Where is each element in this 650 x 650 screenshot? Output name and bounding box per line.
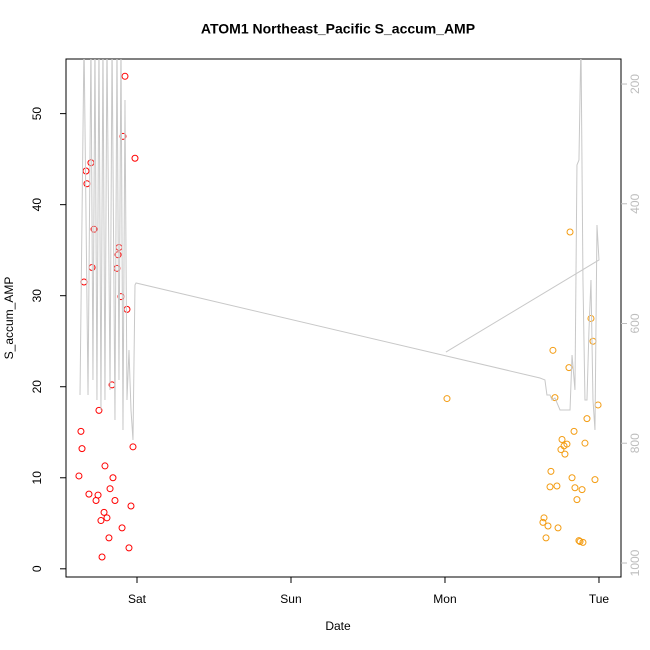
x-axis-label: Date — [325, 619, 351, 633]
y-tick-label: 20 — [30, 380, 44, 394]
point — [77, 427, 85, 435]
point — [123, 305, 131, 313]
point — [591, 476, 599, 484]
point — [568, 474, 576, 482]
point — [553, 482, 561, 490]
x-tick-label: Sat — [128, 592, 147, 606]
point — [121, 72, 129, 80]
point — [131, 154, 139, 162]
point — [542, 534, 550, 542]
point — [539, 518, 547, 526]
point — [587, 314, 595, 322]
point — [125, 544, 133, 552]
point — [563, 440, 571, 448]
point — [594, 401, 602, 409]
point — [97, 517, 105, 525]
point — [547, 467, 555, 475]
x-tick-label: Tue — [589, 592, 610, 606]
point — [127, 502, 135, 510]
y-tick-label: 30 — [30, 289, 44, 303]
point — [83, 180, 91, 188]
point — [575, 537, 583, 545]
point — [570, 427, 578, 435]
y2-tick-label: 1000 — [628, 549, 642, 576]
point — [549, 346, 557, 354]
point — [103, 514, 111, 522]
point — [566, 228, 574, 236]
y-tick-label: 10 — [30, 471, 44, 485]
point — [558, 436, 566, 444]
point — [115, 243, 123, 251]
point — [75, 472, 83, 480]
y-tick-label: 50 — [30, 107, 44, 121]
y-tick-label: 40 — [30, 198, 44, 212]
point — [571, 484, 579, 492]
plot-area — [75, 59, 602, 561]
y2-tick-label: 200 — [628, 74, 642, 94]
y-tick-label: 0 — [30, 565, 44, 572]
point — [573, 496, 581, 504]
point — [583, 415, 591, 423]
point — [118, 524, 126, 532]
line — [79, 59, 600, 440]
point — [578, 486, 586, 494]
point — [546, 483, 554, 491]
point — [544, 522, 552, 530]
chart-title: ATOM1 Northeast_Pacific S_accum_AMP — [201, 21, 475, 37]
point — [576, 537, 584, 545]
point — [109, 474, 117, 482]
point — [579, 538, 587, 546]
y2-tick-label: 800 — [628, 433, 642, 453]
y-axis-label: S_accum_AMP — [2, 277, 16, 360]
x-tick-label: Mon — [433, 592, 456, 606]
point — [101, 462, 109, 470]
point — [78, 445, 86, 453]
point — [80, 278, 88, 286]
x-tick-label: Sun — [280, 592, 301, 606]
point — [589, 337, 597, 345]
point — [551, 394, 559, 402]
point — [105, 534, 113, 542]
point — [98, 553, 106, 561]
point — [113, 264, 121, 272]
point — [443, 395, 451, 403]
point — [87, 159, 95, 167]
point — [581, 439, 589, 447]
point — [540, 514, 548, 522]
point — [129, 443, 137, 451]
point — [106, 485, 114, 493]
point — [561, 450, 569, 458]
point — [554, 524, 562, 532]
point — [85, 490, 93, 498]
plot-frame — [65, 58, 622, 578]
point — [82, 167, 90, 175]
point — [111, 497, 119, 505]
point — [100, 508, 108, 516]
point — [95, 406, 103, 414]
y2-tick-label: 400 — [628, 193, 642, 213]
point — [94, 491, 102, 499]
y2-tick-label: 600 — [628, 313, 642, 333]
